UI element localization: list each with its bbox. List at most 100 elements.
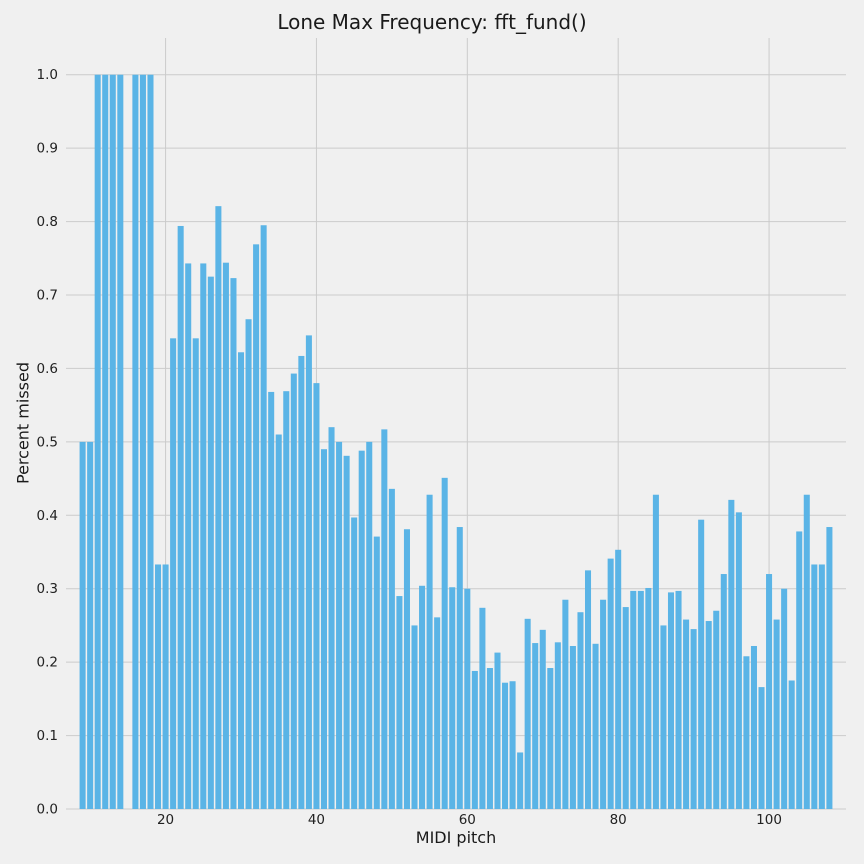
bar-midi-77: [592, 643, 599, 809]
bar-midi-107: [818, 564, 825, 809]
bar-midi-33: [260, 225, 267, 809]
bar-midi-34: [268, 391, 275, 809]
bar-midi-21: [170, 338, 177, 809]
bar-midi-66: [509, 681, 516, 809]
bar-midi-20: [162, 564, 169, 809]
y-tick-label: 0.0: [37, 802, 58, 818]
bar-midi-27: [215, 206, 222, 809]
bar-midi-74: [569, 645, 576, 809]
bar-midi-28: [222, 262, 229, 810]
bar-midi-93: [713, 610, 720, 809]
bar-midi-26: [207, 276, 214, 810]
bar-midi-88: [675, 590, 682, 809]
bar-midi-40: [313, 383, 320, 809]
bar-midi-65: [502, 682, 509, 809]
bar-midi-36: [283, 391, 290, 809]
bar-midi-29: [230, 278, 237, 809]
bar-midi-35: [275, 434, 282, 809]
chart-title: Lone Max Frequency: fft_fund(): [277, 10, 587, 34]
bar-midi-73: [562, 599, 569, 809]
bar-midi-108: [826, 527, 833, 809]
bar-midi-59: [456, 527, 463, 809]
bar-midi-31: [245, 319, 252, 809]
y-tick-label: 0.7: [37, 288, 58, 304]
bar-midi-12: [102, 74, 109, 809]
bar-midi-98: [750, 645, 757, 809]
bar-midi-106: [811, 564, 818, 809]
bar-midi-82: [630, 590, 637, 809]
bar-midi-75: [577, 612, 584, 809]
bar-midi-22: [177, 225, 184, 809]
bar-midi-63: [486, 668, 493, 809]
bar-midi-97: [743, 656, 750, 809]
bar-midi-52: [403, 529, 410, 809]
bar-midi-62: [479, 607, 486, 809]
bar-midi-9: [79, 441, 86, 809]
bar-midi-61: [471, 670, 478, 809]
bar-midi-103: [788, 680, 795, 809]
bar-midi-69: [532, 643, 539, 809]
bar-midi-70: [539, 629, 546, 809]
bar-midi-64: [494, 652, 501, 809]
bar-midi-30: [237, 352, 245, 809]
bar-midi-72: [554, 642, 561, 809]
bar-midi-101: [773, 619, 780, 809]
bar-midi-91: [698, 519, 705, 809]
bar-midi-83: [637, 590, 644, 809]
bar-midi-54: [419, 585, 426, 809]
bar-midi-58: [449, 587, 456, 809]
bar-midi-51: [396, 596, 403, 809]
bar-midi-41: [320, 449, 328, 809]
bar-midi-32: [253, 244, 260, 809]
bar-midi-78: [600, 599, 607, 809]
bar-midi-13: [109, 74, 116, 809]
bar-midi-60: [464, 588, 471, 809]
bar-midi-81: [622, 607, 629, 809]
bar-midi-14: [117, 74, 124, 809]
bar-midi-79: [607, 558, 614, 809]
bar-midi-42: [328, 427, 335, 809]
bar-midi-86: [660, 625, 667, 809]
bar-midi-99: [758, 687, 765, 809]
bar-midi-55: [426, 494, 433, 809]
bar-midi-56: [434, 617, 441, 809]
bar-midi-49: [381, 429, 388, 809]
bar-midi-19: [155, 564, 162, 809]
bar-midi-50: [388, 488, 395, 809]
y-axis-label: Percent missed: [13, 362, 33, 484]
x-tick-label: 40: [308, 812, 325, 828]
bar-midi-104: [796, 531, 803, 809]
bar-midi-44: [343, 455, 350, 809]
bar-midi-84: [645, 587, 652, 809]
bar-midi-96: [735, 512, 742, 809]
bar-midi-25: [200, 263, 207, 809]
bar-midi-90: [690, 629, 697, 809]
bar-midi-16: [132, 74, 139, 809]
y-tick-label: 0.5: [37, 434, 58, 450]
bar-midi-47: [366, 441, 373, 809]
bar-midi-87: [667, 592, 675, 809]
bar-midi-71: [547, 668, 554, 809]
x-tick-label: 20: [157, 812, 174, 828]
bar-midi-57: [441, 477, 448, 809]
bar-midi-94: [720, 574, 727, 809]
bar-midi-24: [192, 338, 199, 809]
bar-midi-17: [139, 74, 146, 809]
y-tick-label: 0.8: [37, 214, 58, 230]
bar-midi-23: [185, 263, 192, 809]
x-axis-label: MIDI pitch: [415, 828, 497, 847]
y-tick-label: 0.3: [37, 581, 58, 597]
bar-midi-39: [305, 335, 312, 809]
bar-midi-68: [524, 618, 531, 809]
bar-midi-53: [411, 625, 418, 809]
x-tick-label: 80: [610, 812, 627, 828]
bar-midi-45: [351, 517, 358, 809]
bar-midi-105: [803, 494, 810, 809]
y-tick-label: 0.1: [37, 728, 58, 744]
y-tick-label: 0.2: [37, 655, 58, 671]
bar-midi-89: [683, 619, 690, 809]
bar-midi-76: [584, 570, 592, 809]
bar-midi-10: [87, 441, 94, 809]
bars: [79, 74, 833, 810]
